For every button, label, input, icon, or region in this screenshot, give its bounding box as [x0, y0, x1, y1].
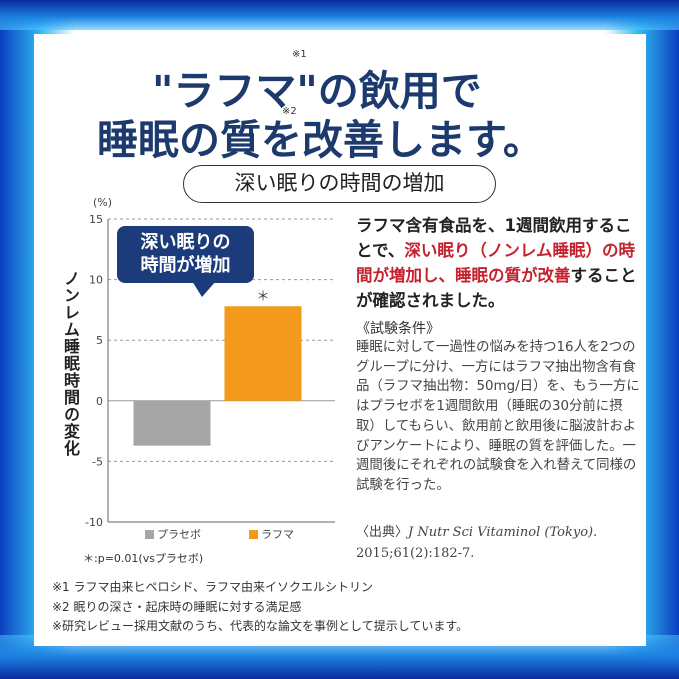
top-gradient-bar — [0, 0, 679, 30]
result-text-part-1: ラフマ含有食品を、1週間飲用することで、 — [356, 216, 632, 260]
source-volume: 2015;61(2):182-7. — [356, 546, 475, 561]
callout-tail — [192, 281, 216, 297]
source-label: 〈出典〉 — [356, 525, 409, 540]
callout-line-1: 深い眠りの — [140, 232, 231, 253]
legend-swatch-placebo — [145, 530, 154, 539]
callout-line-2: 時間が増加 — [140, 255, 231, 276]
legend-swatch-rafuma — [249, 530, 258, 539]
footnote-2: ※2 眠りの深さ・起床時の睡眠に対する満足感 — [52, 600, 302, 614]
footnote-1: ※1 ラフマ由来ヒペロシド、ラフマ由来イソクエルシトリン — [52, 580, 374, 594]
result-text: ラフマ含有食品を、1週間飲用することで、深い眠り（ノンレム睡眠）の時間が増加し、… — [356, 213, 641, 313]
y-axis-label: ノンレム睡眠時間の変化 — [61, 270, 80, 457]
footnote-mark-2: ※2 — [282, 106, 297, 117]
legend-label-rafuma: ラフマ — [261, 528, 294, 541]
source-citation: 〈出典〉J Nutr Sci Vitaminol (Tokyo). 2015;6… — [356, 522, 640, 564]
result-highlight: 深い眠り（ノンレム睡眠）の時間が増加し、睡眠の質が改善 — [356, 241, 636, 285]
conditions-title: 《試験条件》 — [356, 321, 440, 337]
source-journal: J Nutr Sci Vitaminol (Tokyo). — [408, 525, 598, 540]
conditions-body: 睡眠に対して一過性の悩みを持つ16人を2つのグループに分け、一方にはラフマ抽出物… — [356, 340, 640, 493]
legend-label-placebo: プラセボ — [157, 528, 201, 541]
headline-line-2: 睡眠の質を改善します。 — [97, 116, 544, 164]
legend-item-rafuma: ラフマ — [249, 526, 294, 542]
callout-bubble: 深い眠りの 時間が増加 — [117, 226, 254, 283]
headline-line-1: "ラフマ"の飲用で — [152, 67, 482, 115]
legend-item-placebo: プラセボ — [145, 526, 201, 542]
subtitle-pill: 深い眠りの時間の増加 — [183, 165, 496, 203]
footnote-3: ※研究レビュー採用文献のうち、代表的な論文を事例として提示しています。 — [52, 619, 469, 633]
footnote-mark-1: ※1 — [292, 49, 307, 60]
result-text-part-2: することが確認されました。 — [356, 266, 637, 310]
significance-note: ＊:p=0.01(vsプラセボ) — [83, 552, 204, 565]
